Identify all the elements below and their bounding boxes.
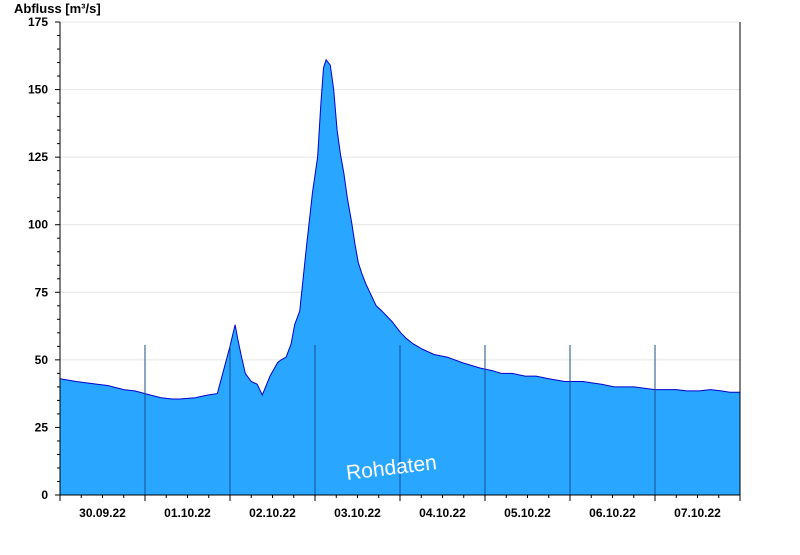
axes: 0 25 50 75 100 125 150 175 30.09.22 01.10.22 02.10… (28, 15, 741, 520)
x-tick-label: 04.10.22 (419, 506, 466, 520)
x-tick-label: 06.10.22 (589, 506, 636, 520)
x-tick-label: 01.10.22 (164, 506, 211, 520)
x-tick-label: 02.10.22 (249, 506, 296, 520)
y-tick-label: 0 (41, 488, 48, 502)
x-tick-label: 30.09.22 (79, 506, 126, 520)
y-axis-title: Abfluss [m³/s] (14, 1, 101, 16)
y-tick-label: 175 (28, 15, 48, 29)
x-tick-label: 05.10.22 (504, 506, 551, 520)
y-tick-label: 25 (35, 420, 49, 434)
series-line (59, 58, 740, 400)
y-tick-label: 75 (35, 285, 49, 299)
y-tick-label: 150 (28, 83, 48, 97)
x-tick-label: 03.10.22 (334, 506, 381, 520)
day-separators (144, 345, 656, 495)
gridlines (60, 21, 740, 428)
y-tick-label: 100 (28, 218, 48, 232)
y-tick-label: 50 (35, 353, 49, 367)
x-tick-label: 07.10.22 (674, 506, 721, 520)
y-tick-label: 125 (28, 150, 48, 164)
